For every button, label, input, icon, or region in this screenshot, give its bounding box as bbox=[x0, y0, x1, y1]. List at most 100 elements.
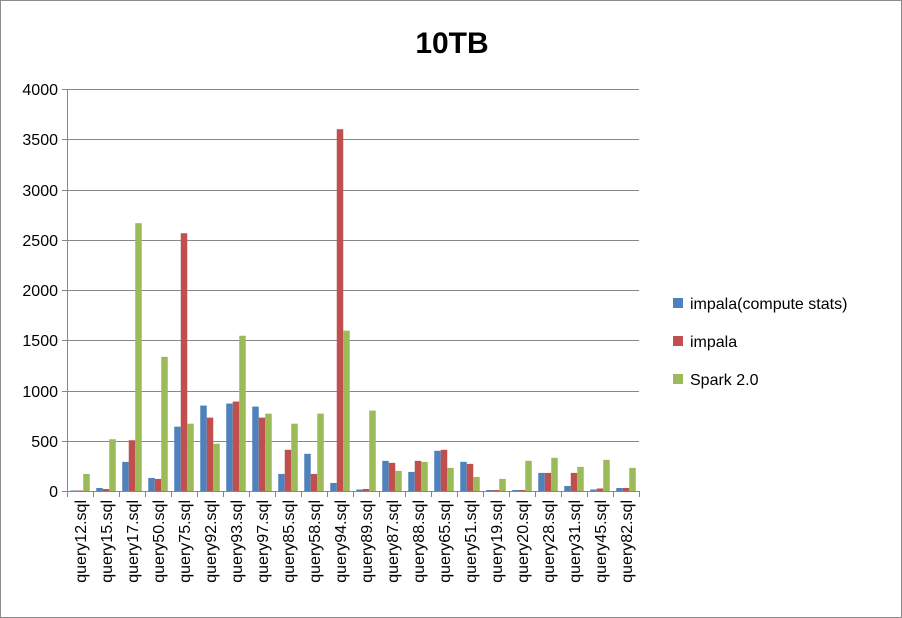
bar bbox=[499, 478, 506, 491]
bar bbox=[473, 476, 480, 491]
y-tick-label: 1000 bbox=[22, 384, 58, 401]
bar bbox=[317, 413, 324, 491]
x-tick-label: query82.sql bbox=[619, 500, 636, 583]
bar bbox=[460, 461, 467, 491]
bar bbox=[590, 489, 597, 491]
y-tick-label: 3500 bbox=[22, 132, 58, 149]
bar bbox=[330, 482, 337, 491]
bar bbox=[512, 490, 519, 491]
bar bbox=[336, 129, 344, 491]
bar bbox=[492, 490, 500, 491]
bar bbox=[596, 488, 604, 491]
bar bbox=[447, 467, 454, 491]
bar bbox=[200, 405, 207, 491]
y-tick-label: 4000 bbox=[22, 82, 58, 99]
bar bbox=[466, 463, 474, 491]
bar bbox=[122, 461, 129, 491]
x-tick-label: query88.sql bbox=[411, 500, 428, 583]
bar bbox=[161, 356, 168, 491]
bar bbox=[388, 462, 396, 491]
legend: impala(compute stats) impala Spark 2.0 bbox=[673, 296, 847, 389]
legend-label: impala bbox=[690, 334, 737, 351]
x-tick-label: query87.sql bbox=[385, 500, 402, 583]
bar bbox=[258, 417, 266, 491]
x-tick-label: query75.sql bbox=[177, 500, 194, 583]
bar bbox=[96, 487, 103, 491]
chart-title: 10TB bbox=[415, 27, 488, 60]
bar bbox=[362, 488, 370, 491]
bar bbox=[603, 459, 610, 491]
bar bbox=[252, 406, 259, 491]
bar bbox=[616, 487, 623, 491]
bar bbox=[551, 457, 558, 491]
bar bbox=[213, 443, 220, 491]
bar bbox=[187, 423, 194, 491]
legend-swatch bbox=[673, 374, 683, 384]
bar bbox=[265, 413, 272, 491]
bar bbox=[76, 490, 84, 491]
bar bbox=[206, 417, 214, 491]
bar bbox=[180, 233, 188, 491]
bar bbox=[414, 460, 422, 491]
y-tick-label: 500 bbox=[31, 434, 58, 451]
y-axis-ticks: 0 500 1000 1500 2000 2500 3000 3500 4000 bbox=[22, 82, 67, 501]
bar bbox=[135, 223, 142, 492]
bar bbox=[148, 477, 155, 491]
legend-label: Spark 2.0 bbox=[690, 372, 759, 389]
x-axis-ticks: query12.sql query15.sql query17.sql query50… bbox=[67, 491, 640, 583]
x-tick-label: query17.sql bbox=[125, 500, 142, 583]
bar bbox=[570, 472, 578, 491]
bar bbox=[622, 487, 630, 491]
x-tick-label: query15.sql bbox=[99, 500, 116, 583]
bar bbox=[629, 467, 636, 491]
x-tick-label: query93.sql bbox=[229, 500, 246, 583]
bars bbox=[70, 129, 636, 492]
bar bbox=[564, 485, 571, 491]
y-tick-label: 3000 bbox=[22, 183, 58, 200]
bar bbox=[83, 473, 90, 491]
bar bbox=[421, 461, 428, 491]
bar bbox=[226, 403, 233, 491]
x-tick-label: query20.sql bbox=[515, 500, 532, 583]
x-tick-label: query12.sql bbox=[73, 500, 90, 583]
legend-label: impala(compute stats) bbox=[690, 296, 847, 313]
legend-swatch bbox=[673, 336, 683, 346]
bar bbox=[382, 460, 389, 491]
bar bbox=[102, 488, 110, 491]
x-tick-label: query50.sql bbox=[151, 500, 168, 583]
bar bbox=[239, 335, 246, 491]
bar bbox=[544, 472, 552, 491]
bar bbox=[440, 449, 448, 491]
x-tick-label: query51.sql bbox=[463, 500, 480, 583]
bar bbox=[70, 490, 77, 491]
y-tick-label: 1500 bbox=[22, 333, 58, 350]
x-tick-label: query58.sql bbox=[307, 500, 324, 583]
y-tick-label: 2000 bbox=[22, 283, 58, 300]
bar bbox=[310, 473, 318, 491]
bar bbox=[518, 490, 526, 491]
bar bbox=[408, 471, 415, 491]
legend-swatch bbox=[673, 298, 683, 308]
bar bbox=[538, 472, 545, 491]
x-tick-label: query85.sql bbox=[281, 500, 298, 583]
x-tick-label: query92.sql bbox=[203, 500, 220, 583]
bar bbox=[525, 460, 532, 491]
bar bbox=[128, 440, 136, 491]
bar bbox=[343, 330, 350, 491]
x-tick-label: query65.sql bbox=[437, 500, 454, 583]
gridlines bbox=[67, 89, 639, 442]
bar bbox=[109, 439, 116, 491]
bar bbox=[577, 466, 584, 491]
bar bbox=[486, 490, 493, 491]
bar bbox=[395, 470, 402, 491]
x-tick-label: query45.sql bbox=[593, 500, 610, 583]
bar bbox=[434, 450, 441, 491]
bar bbox=[232, 401, 240, 491]
bar bbox=[174, 426, 181, 491]
x-tick-label: query94.sql bbox=[333, 500, 350, 583]
bar bbox=[154, 478, 162, 491]
bar bbox=[356, 489, 363, 491]
bar bbox=[284, 449, 292, 491]
